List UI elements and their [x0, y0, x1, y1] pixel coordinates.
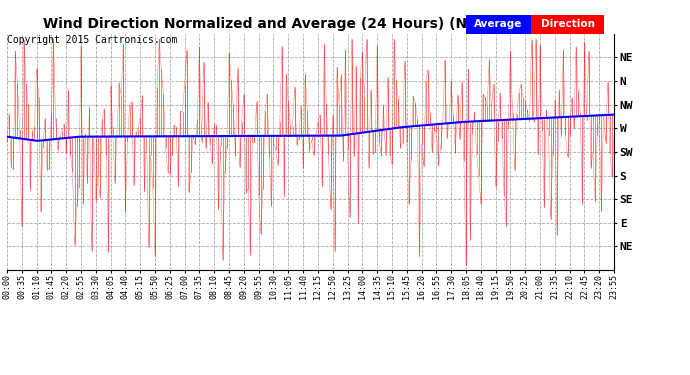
Text: Average: Average	[474, 20, 523, 29]
Text: Direction: Direction	[540, 20, 595, 29]
Text: Copyright 2015 Cartronics.com: Copyright 2015 Cartronics.com	[7, 35, 177, 45]
Title: Wind Direction Normalized and Average (24 Hours) (New) 20150518: Wind Direction Normalized and Average (2…	[43, 17, 578, 31]
